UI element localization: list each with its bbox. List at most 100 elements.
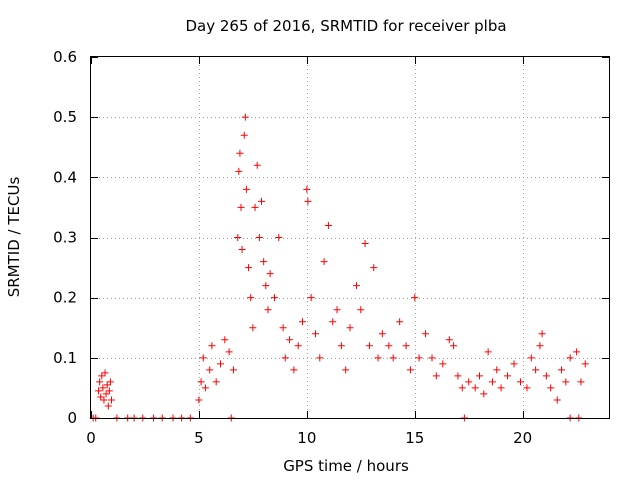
x-tick-label: 20 [513,429,532,447]
data-point [98,372,106,380]
data-point [476,372,483,380]
data-point [221,336,229,344]
data-point [201,384,209,392]
data-point [352,282,360,290]
data-point [480,390,488,398]
data-point [389,354,397,362]
data-point [237,203,245,211]
data-point [225,348,233,356]
data-point [286,336,294,344]
data-point [206,366,214,374]
data-point [290,366,298,374]
y-tick-label: 0.6 [53,48,77,66]
data-point [581,360,589,368]
y-tick-label: 0.4 [53,168,77,186]
data-point [281,354,289,362]
axis-ticks: 0 5 10 15 20 0 0.1 0.2 0.3 0.4 0.5 0.6 [53,48,609,447]
data-point [238,246,246,254]
data-point [378,330,386,338]
data-point [249,324,257,332]
data-point [558,366,566,374]
data-point [439,360,447,368]
data-point [217,360,224,368]
data-point [406,366,414,374]
data-point [517,378,525,386]
data-point [422,330,430,338]
y-tick-label: 0.3 [53,229,77,247]
data-point [333,306,341,314]
data-point [299,318,307,326]
data-point [100,396,108,404]
data-point [279,324,287,332]
data-point [99,384,107,392]
data-point [337,342,345,350]
data-point [104,402,112,410]
data-point [307,294,315,302]
x-tick-label: 10 [297,429,316,447]
data-point [260,258,268,266]
data-point [195,396,203,404]
data-point [320,258,328,266]
data-point [247,294,255,302]
data-point [197,378,205,386]
data-point [199,354,207,362]
data-point [236,149,244,157]
data-point [242,185,250,193]
plot-frame [90,56,610,419]
data-point [270,294,278,302]
data-point [450,342,458,350]
data-point [432,372,440,380]
y-tick-label: 0.2 [53,289,77,307]
x-axis-label: GPS time / hours [283,457,409,475]
data-point [105,387,113,395]
data-point [266,270,274,278]
data-point [415,354,423,362]
data-point [304,197,312,205]
y-tick-label: 0 [67,409,77,427]
data-point [245,264,253,272]
data-point [504,372,512,380]
data-point [342,366,350,374]
data-point [566,354,574,362]
data-point [365,342,373,350]
data-point [370,264,378,272]
data-point [316,354,324,362]
data-point [523,384,531,392]
data-point [212,378,220,386]
data-point [103,381,111,389]
data-point [95,387,103,395]
data-points [89,113,589,422]
y-tick-label: 0.1 [53,349,77,367]
data-point [357,306,365,314]
y-tick-label: 0.5 [53,108,77,126]
data-point [251,203,259,211]
data-point [385,342,393,350]
y-axis-label: SRMTID / TECUs [5,177,23,298]
data-point [577,378,585,386]
data-point [562,378,570,386]
data-point [428,354,436,362]
data-point [465,378,473,386]
data-point [102,390,110,398]
data-point [106,378,114,386]
data-point [294,342,302,350]
data-point [108,396,116,404]
data-point [374,354,382,362]
chart-title: Day 265 of 2016, SRMTID for receiver plb… [185,17,506,35]
data-point [361,240,369,248]
data-point [402,342,410,350]
data-point [235,167,243,175]
data-point [303,185,311,193]
data-point [553,396,561,404]
data-point [527,354,535,362]
data-point [532,366,540,374]
data-point [264,306,272,314]
data-point [101,369,109,377]
data-point [510,360,518,368]
data-point [484,348,492,356]
data-point [547,384,555,392]
data-point [542,372,550,380]
data-point [234,234,242,241]
data-point [573,348,581,356]
